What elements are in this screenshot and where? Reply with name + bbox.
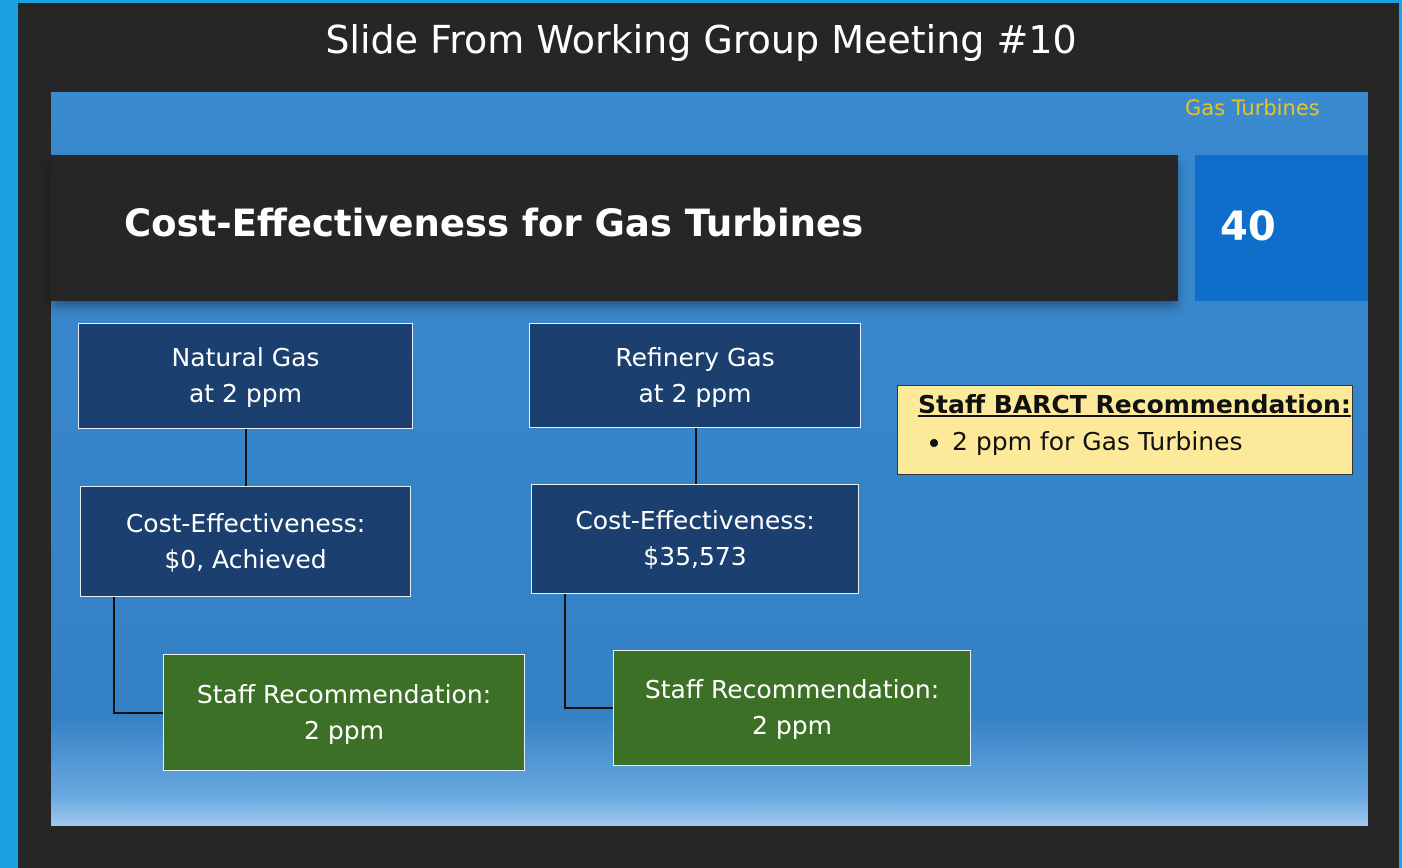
- node: Staff Recommendation: 2 ppm: [613, 650, 971, 766]
- connector: [113, 597, 115, 714]
- slide: Gas Turbines Cost-Effectiveness for Gas …: [51, 92, 1368, 826]
- node-label: at 2 ppm: [188, 379, 302, 408]
- node-label: Staff Recommendation:: [196, 679, 492, 709]
- node: Cost-Effectiveness: $0, Achieved: [80, 486, 411, 597]
- recommendation-list: 2 ppm for Gas Turbines: [918, 427, 1352, 456]
- node-label: at 2 ppm: [638, 378, 752, 408]
- title-bar: [51, 155, 1178, 301]
- node-label: 2 ppm: [752, 711, 832, 740]
- slide-number: 40: [1220, 204, 1276, 250]
- slide-title: Cost-Effectiveness for Gas Turbines: [124, 202, 864, 245]
- node-label: Staff Recommendation:: [644, 675, 940, 704]
- node-label: Cost-Effectiveness:: [125, 508, 366, 538]
- slide-tag: Gas Turbines: [1185, 96, 1320, 120]
- node: Cost-Effectiveness: $35,573: [531, 484, 859, 594]
- node-label: 2 ppm: [304, 715, 384, 745]
- number-box: [1195, 155, 1368, 301]
- recommendation-item: 2 ppm for Gas Turbines: [952, 427, 1352, 456]
- connector: [564, 594, 566, 709]
- recommendation-box: Staff BARCT Recommendation: 2 ppm for Ga…: [897, 385, 1353, 475]
- header-title: Slide From Working Group Meeting #10: [325, 18, 1077, 62]
- recommendation-heading: Staff BARCT Recommendation:: [918, 390, 1351, 419]
- node-label: Refinery Gas: [615, 342, 775, 372]
- node-label: Cost-Effectiveness:: [575, 506, 815, 535]
- connector: [695, 428, 697, 484]
- connector: [564, 707, 614, 709]
- node: Refinery Gas at 2 ppm: [529, 323, 861, 428]
- node-label: $0, Achieved: [164, 544, 327, 574]
- connector: [113, 712, 163, 714]
- node: Staff Recommendation: 2 ppm: [163, 654, 525, 771]
- node-label: Natural Gas: [171, 343, 320, 372]
- node: Natural Gas at 2 ppm: [78, 323, 413, 429]
- node-label: $35,573: [643, 542, 747, 571]
- connector: [245, 429, 247, 486]
